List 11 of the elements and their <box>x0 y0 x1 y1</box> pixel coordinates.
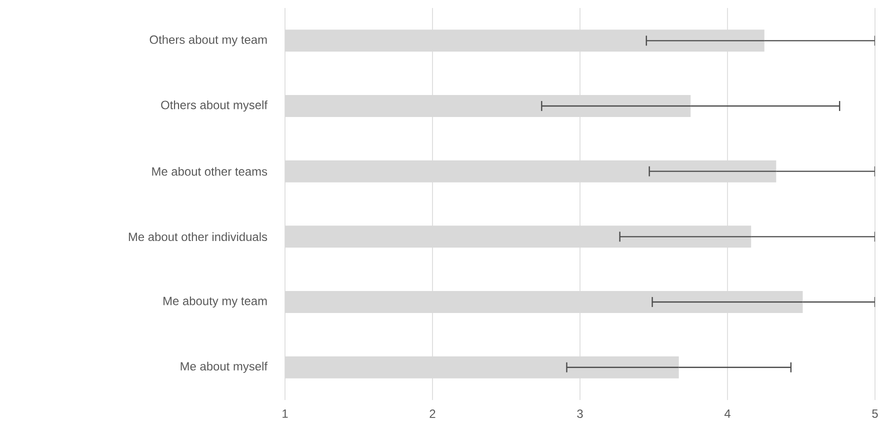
x-tick-label: 2 <box>430 410 436 418</box>
x-tick-label: 4 <box>724 410 730 418</box>
y-tick-label: Me about other individuals <box>128 232 268 242</box>
x-tick-label: 5 <box>872 410 878 418</box>
y-tick-label: Me about myself <box>180 362 268 373</box>
y-tick-label: Me about other teams <box>152 166 268 176</box>
y-tick-label: Others about my team <box>150 35 267 46</box>
y-tick-label: Others about myself <box>161 100 268 112</box>
y-tick-label: Me abouty my team <box>164 296 267 308</box>
x-tick-label: 1 <box>282 410 288 418</box>
x-tick-label: 3 <box>577 410 583 418</box>
